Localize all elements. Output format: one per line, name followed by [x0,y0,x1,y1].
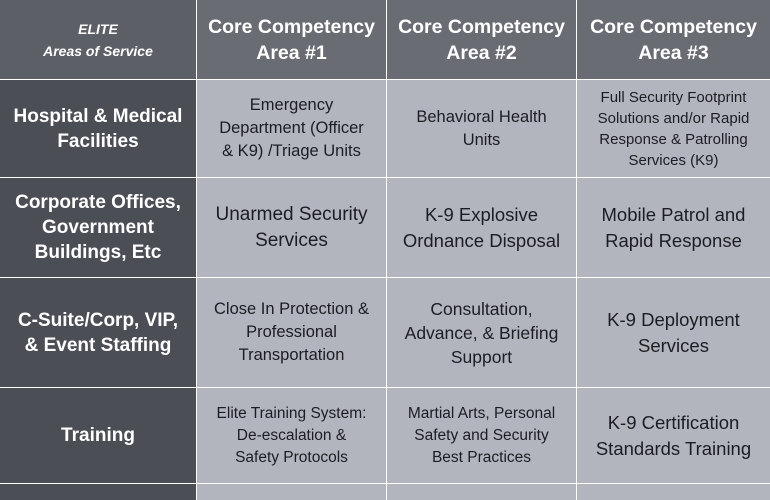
column-header-label: Core Competency Area #2 [398,15,565,64]
table-cell: Consultation, Advance, & Briefing Suppor… [387,278,577,388]
corner-subtitle: Areas of Service [43,42,153,59]
column-header-area-1: Core Competency Area #1 [197,0,387,80]
column-header-label: Core Competency Area #1 [208,15,375,64]
row-header-hospital: Hospital & Medical Facilities [0,80,197,178]
column-header-area-2: Core Competency Area #2 [387,0,577,80]
column-header-label: Core Competency Area #3 [590,15,757,64]
row-header-label: Hospital & Medical Facilities [13,105,183,152]
cell-text: Consultation, Advance, & Briefing Suppor… [404,298,559,367]
table-cell: K-9 Deployment Services [577,278,770,388]
row-header-label: Training [61,425,135,446]
table-cell: Unarmed Security Services [197,178,387,278]
table-cell: Full Security Footprint Solutions and/or… [577,80,770,178]
row-header-cutoff [0,484,197,500]
cell-text: Unarmed Security Services [215,203,368,251]
column-header-area-3: Core Competency Area #3 [577,0,770,80]
cell-text: Emergency Department (Officer & K9) /Tri… [219,96,364,160]
table-cell: K-9 Certification Standards Training [577,388,770,484]
table-cell: K-9 Explosive Ordnance Disposal [387,178,577,278]
cell-text: K-9 Explosive Ordnance Disposal [402,203,561,251]
cell-text: Close In Protection & Professional Trans… [214,300,369,364]
cell-text: K-9 Deployment Services [607,308,740,356]
row-header-training: Training [0,388,197,484]
corner-title: ELITE [78,20,118,37]
cell-text: Martial Arts, Personal Safety and Securi… [407,404,556,466]
row-header-label: Corporate Offices, Government Buildings,… [15,192,181,263]
cell-text: Elite Training System: De-escalation & S… [216,404,367,466]
table-cell: Martial Arts, Personal Safety and Securi… [387,388,577,484]
table-cell: Emergency Department (Officer & K9) /Tri… [197,80,387,178]
cell-text: K-9 Certification Standards Training [595,411,752,459]
table-cell: Close In Protection & Professional Trans… [197,278,387,388]
table-corner-header: ELITE Areas of Service [0,0,197,80]
table-cell: Elite Training System: De-escalation & S… [197,388,387,484]
cell-text: Behavioral Health Units [416,107,547,149]
table-cell-cutoff [387,484,577,500]
row-header-vip: C-Suite/Corp, VIP, & Event Staffing [0,278,197,388]
table-cell: Behavioral Health Units [387,80,577,178]
row-header-corporate: Corporate Offices, Government Buildings,… [0,178,197,278]
table-cell-cutoff [577,484,770,500]
cell-text: Mobile Patrol and Rapid Response [601,203,746,251]
row-header-label: C-Suite/Corp, VIP, & Event Staffing [17,309,179,356]
table-cell: Mobile Patrol and Rapid Response [577,178,770,278]
cell-text: Full Security Footprint Solutions and/or… [597,88,750,169]
table-cell-cutoff [197,484,387,500]
